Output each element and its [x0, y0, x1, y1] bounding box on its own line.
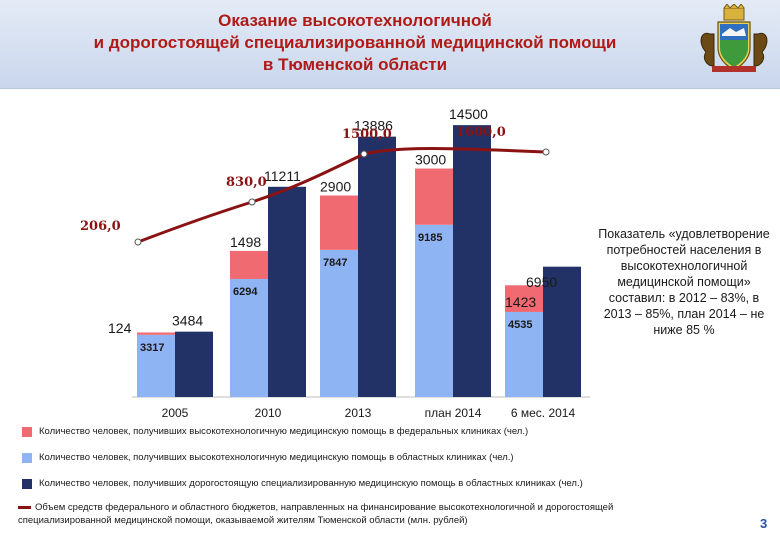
- bar-costly-4: [543, 266, 581, 397]
- category-label-2: 2013: [345, 406, 372, 420]
- slide-title: Оказание высокотехнологичной и дорогосто…: [40, 10, 670, 76]
- category-label-0: 2005: [162, 406, 189, 420]
- bar-regional-1: [230, 278, 268, 397]
- budget-point-3: [542, 148, 550, 156]
- bar-federal-1: [230, 250, 268, 279]
- label-regional-4: 4535: [508, 319, 532, 331]
- category-label-4: 6 мес. 2014: [511, 406, 576, 420]
- label-federal-2: 2900: [320, 178, 351, 194]
- bar-regional-3: [415, 224, 453, 397]
- label-federal-0: 124: [108, 320, 132, 336]
- label-costly-2: 13886: [354, 118, 393, 134]
- bar-costly-2: [358, 136, 396, 397]
- legend-line-budget: [18, 506, 31, 509]
- legend-swatch-federal: [22, 427, 32, 437]
- label-federal-1: 1498: [230, 234, 261, 250]
- category-label-3: план 2014: [425, 406, 482, 420]
- budget-point-2: [360, 150, 368, 158]
- legend-swatch-regional: [22, 453, 32, 463]
- bar-federal-3: [415, 168, 453, 225]
- legend-item-regional: Количество человек, получивших высокотех…: [22, 452, 772, 464]
- label-regional-2: 7847: [323, 257, 347, 269]
- legend-item-costly: Количество человек, получивших дорогосто…: [22, 478, 772, 490]
- coat-of-arms-icon: [700, 4, 768, 72]
- legend-text-regional: Количество человек, получивших высокотех…: [39, 452, 514, 463]
- legend-text-budget-2: специализированной медицинской помощи, о…: [18, 515, 468, 526]
- budget-label-3: 1600,0: [456, 125, 506, 140]
- budget-label-0: 206,0: [80, 219, 121, 234]
- label-costly-3: 14500: [449, 106, 488, 122]
- label-costly-4: 6950: [526, 274, 557, 290]
- bar-federal-2: [320, 195, 358, 250]
- bar-regional-2: [320, 249, 358, 397]
- legend-swatch-costly: [22, 479, 32, 489]
- budget-line: [137, 147, 547, 244]
- bar-regional-0: [137, 334, 175, 397]
- label-federal-4: 1423: [505, 294, 536, 310]
- legend-text-federal: Количество человек, получивших высокотех…: [39, 426, 529, 437]
- budget-point-0: [134, 238, 142, 246]
- bar-regional-4: [505, 311, 543, 397]
- title-line-1: Оказание высокотехнологичной: [218, 11, 492, 30]
- satisfaction-note: Показатель «удовлетворение потребностей …: [598, 227, 770, 337]
- category-label-1: 2010: [255, 406, 282, 420]
- legend-item-federal: Количество человек, получивших высокотех…: [22, 426, 772, 438]
- budget-point-1: [248, 198, 256, 206]
- label-regional-1: 6294: [233, 286, 258, 298]
- bar-federal-0: [137, 332, 175, 335]
- budget-label-1: 830,0: [226, 175, 267, 190]
- bar-federal-4: [505, 285, 543, 312]
- label-costly-1: 11211: [264, 168, 301, 184]
- title-line-2: и дорогостоящей специализированной медиц…: [93, 33, 617, 52]
- legend-item-budget: Объем средств федерального и областного …: [18, 502, 768, 528]
- page-number: 3: [760, 516, 768, 531]
- label-costly-0: 3484: [172, 313, 203, 329]
- slide-header: Оказание высокотехнологичной и дорогосто…: [0, 0, 780, 89]
- bar-costly-1: [268, 186, 306, 397]
- label-regional-0: 3317: [140, 342, 164, 354]
- legend-text-budget: Объем средств федерального и областного …: [35, 502, 614, 513]
- bar-costly-3: [453, 125, 491, 397]
- label-regional-3: 9185: [418, 232, 442, 244]
- title-line-3: в Тюменской области: [262, 55, 448, 74]
- budget-label-2: 1500,0: [342, 127, 392, 142]
- legend-text-costly: Количество человек, получивших дорогосто…: [39, 478, 583, 489]
- bar-costly-0: [175, 331, 213, 397]
- label-federal-3: 3000: [415, 152, 446, 168]
